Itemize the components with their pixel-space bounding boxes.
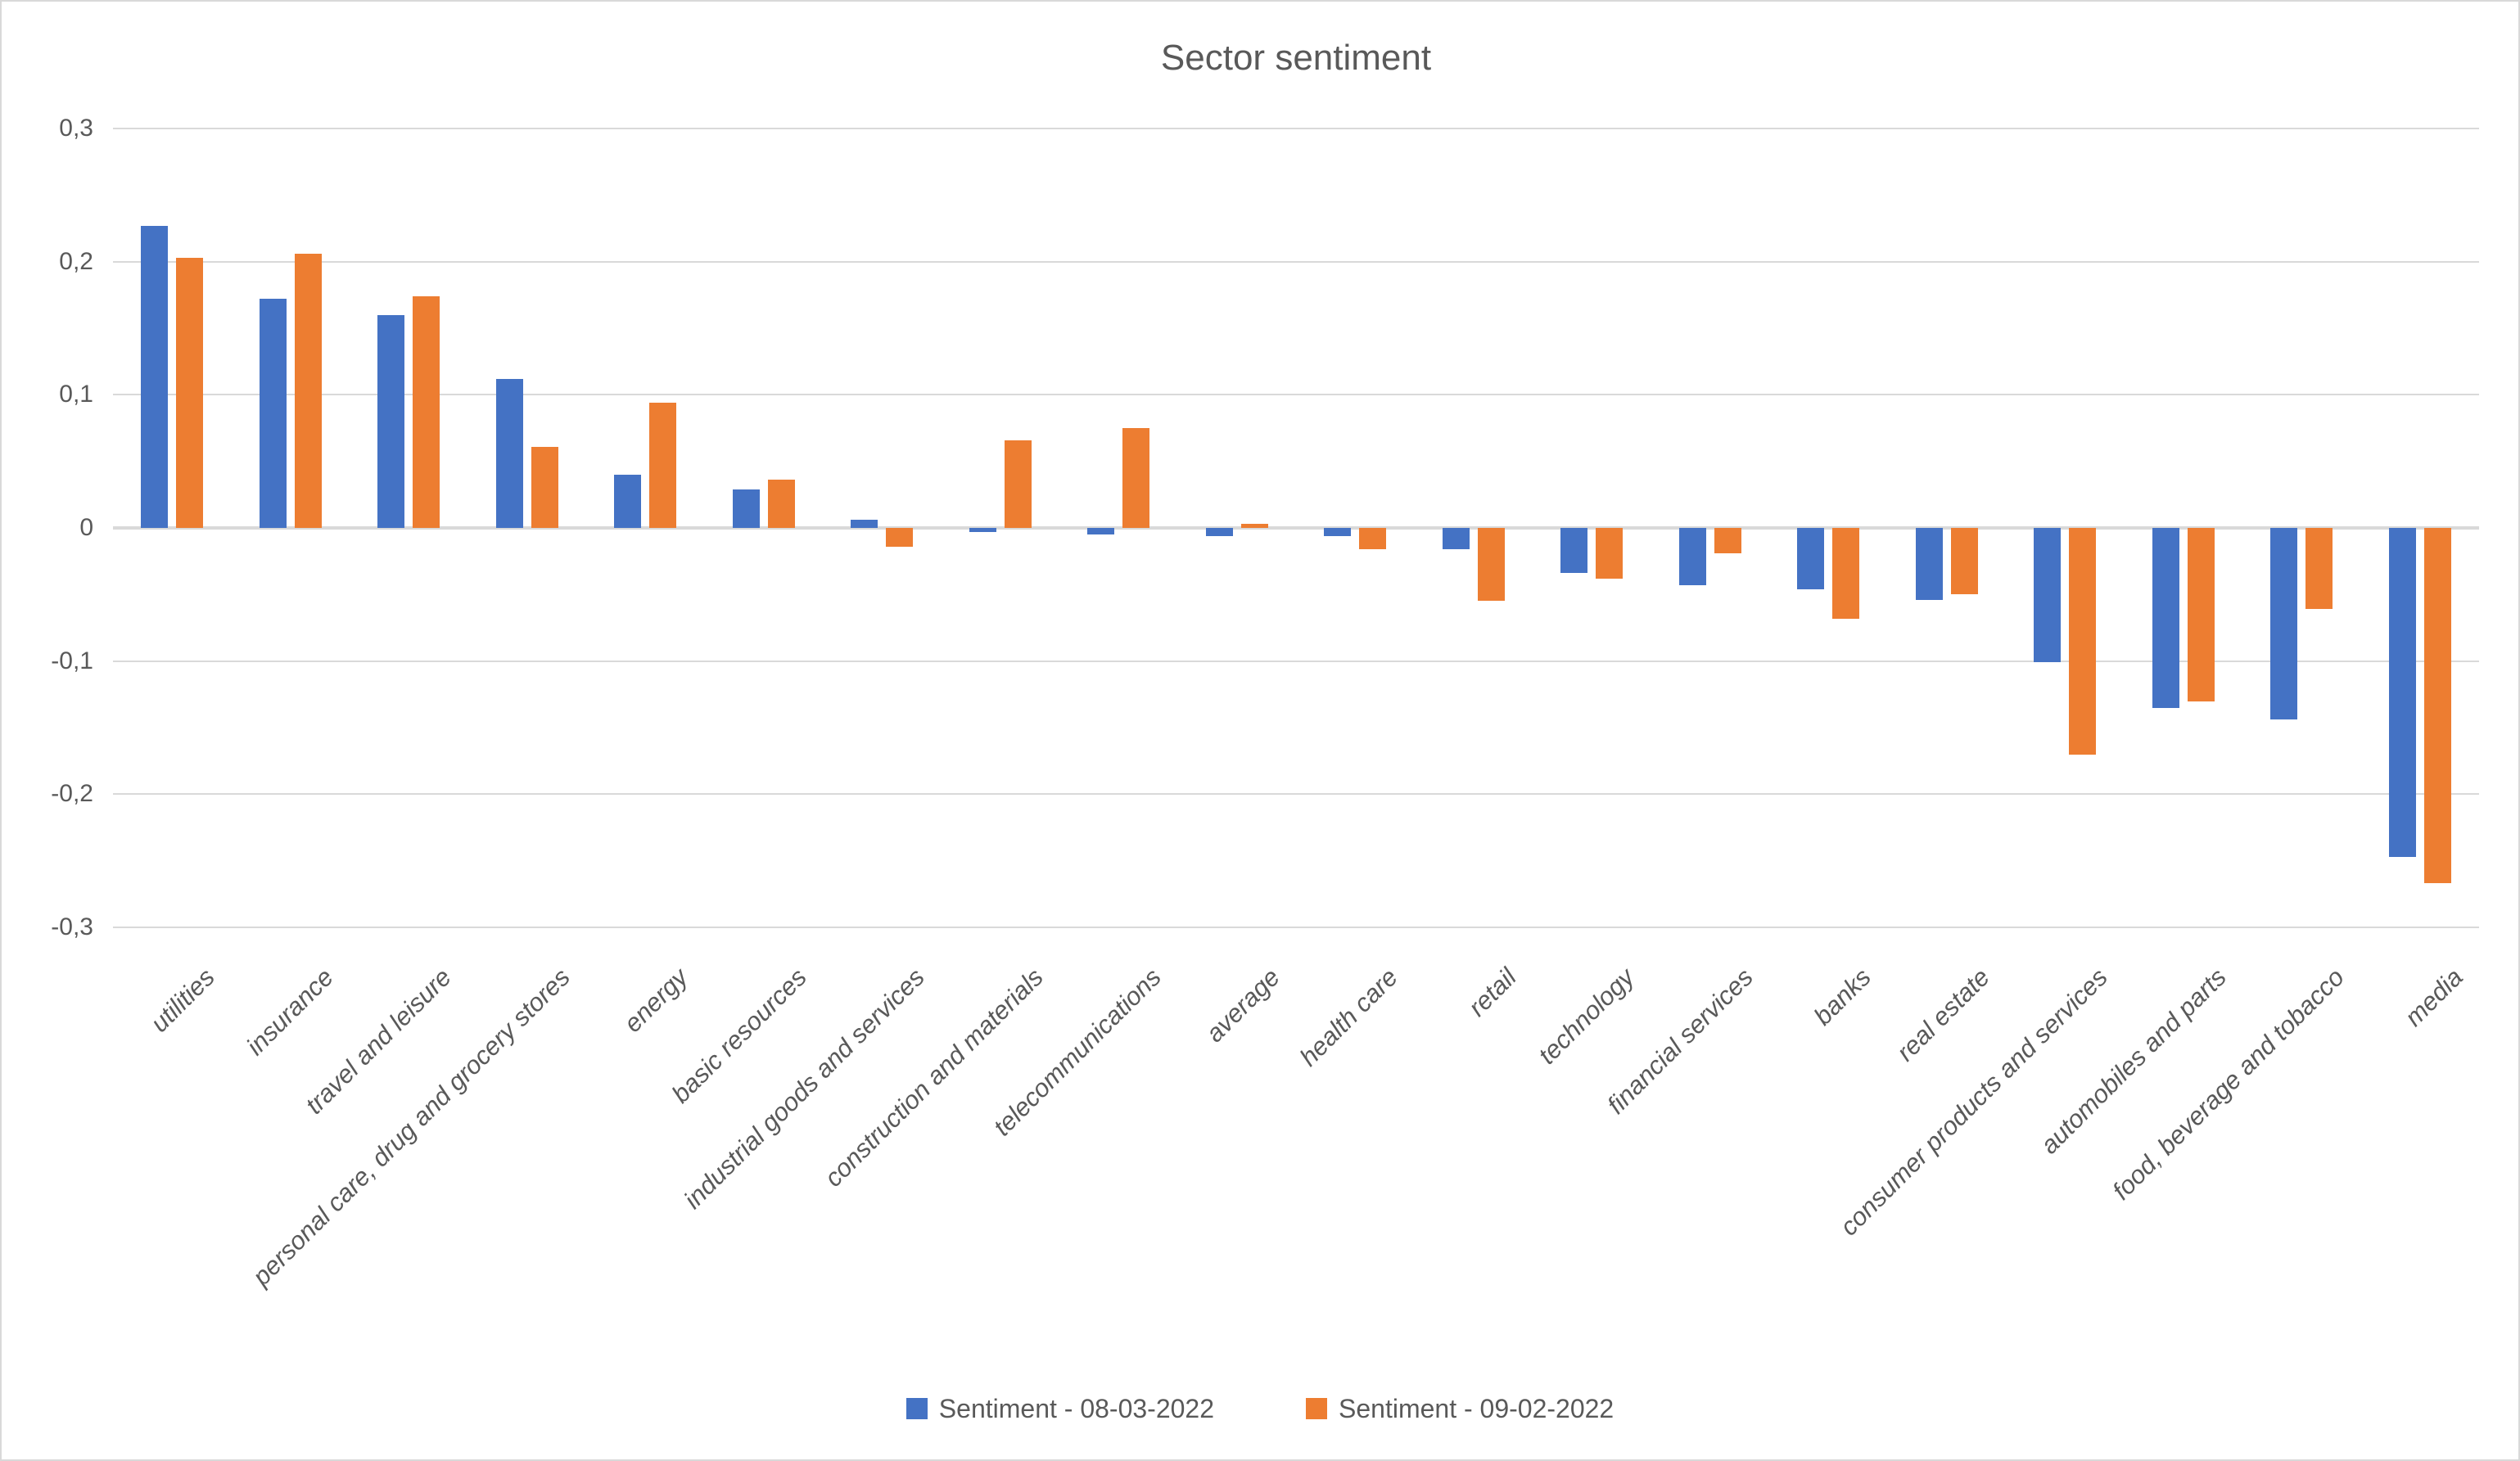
legend-item-1[interactable]: Sentiment - 08-03-2022 bbox=[905, 1393, 1214, 1424]
bar-series2-insurance[interactable] bbox=[294, 253, 322, 528]
gridline bbox=[113, 793, 2479, 796]
y-axis-tick-label: 0,2 bbox=[59, 247, 93, 275]
y-axis-tick-label: 0,1 bbox=[59, 381, 93, 408]
bar-series1-retail[interactable] bbox=[1442, 528, 1470, 550]
bar-series2-energy[interactable] bbox=[649, 403, 677, 528]
bar-series2-food-beverage-and-tobacco[interactable] bbox=[2305, 528, 2333, 610]
gridline bbox=[113, 260, 2479, 263]
bar-series2-media[interactable] bbox=[2423, 528, 2451, 884]
bar-series2-basic-resources[interactable] bbox=[767, 480, 795, 528]
bar-series2-average[interactable] bbox=[1240, 524, 1268, 528]
legend: Sentiment - 08-03-2022 Sentiment - 09-02-… bbox=[2, 1388, 2518, 1429]
bar-series1-telecommunications[interactable] bbox=[1087, 528, 1115, 535]
y-axis-tick-label: -0,1 bbox=[51, 647, 93, 674]
x-axis-zero-line bbox=[113, 526, 2479, 530]
bar-series1-real-estate[interactable] bbox=[1915, 528, 1943, 600]
bar-series2-telecommunications[interactable] bbox=[1122, 427, 1150, 528]
bar-series2-financial-services[interactable] bbox=[1714, 528, 1741, 553]
bar-series2-automobiles-and-parts[interactable] bbox=[2187, 528, 2215, 701]
y-axis-tick-label: -0,2 bbox=[51, 780, 93, 808]
y-axis-tick-label: -0,3 bbox=[51, 913, 93, 941]
legend-swatch-icon bbox=[1306, 1398, 1327, 1419]
gridline bbox=[113, 394, 2479, 396]
bar-series1-media[interactable] bbox=[2388, 528, 2416, 857]
bar-series1-insurance[interactable] bbox=[259, 299, 287, 528]
y-axis-tick-label: 0 bbox=[79, 514, 93, 541]
bar-series2-utilities[interactable] bbox=[176, 257, 204, 528]
bar-series2-banks[interactable] bbox=[1832, 528, 1860, 619]
legend-label: Sentiment - 08-03-2022 bbox=[938, 1393, 1214, 1423]
bar-series1-food-beverage-and-tobacco[interactable] bbox=[2270, 528, 2298, 720]
bar-series1-energy[interactable] bbox=[614, 474, 642, 528]
bar-series1-health-care[interactable] bbox=[1324, 528, 1352, 536]
bar-series2-technology[interactable] bbox=[1596, 528, 1624, 579]
bar-series1-consumer-products-and-services[interactable] bbox=[2034, 528, 2062, 663]
y-axis-tick-label: 0,3 bbox=[59, 114, 93, 142]
bar-series2-construction-and-materials[interactable] bbox=[1004, 440, 1032, 528]
chart-title: Sector sentiment bbox=[1160, 38, 1432, 78]
legend-item-2[interactable]: Sentiment - 09-02-2022 bbox=[1306, 1394, 1614, 1424]
gridline bbox=[113, 127, 2479, 129]
bar-series1-banks[interactable] bbox=[1797, 528, 1825, 589]
bar-series1-industrial-goods-and-services[interactable] bbox=[851, 520, 878, 528]
legend-swatch-icon bbox=[905, 1398, 928, 1419]
bar-series2-consumer-products-and-services[interactable] bbox=[2069, 528, 2097, 755]
bar-series2-health-care[interactable] bbox=[1359, 528, 1387, 550]
bar-series1-basic-resources[interactable] bbox=[732, 489, 760, 528]
bar-series1-financial-services[interactable] bbox=[1678, 528, 1706, 585]
legend-label: Sentiment - 09-02-2022 bbox=[1339, 1393, 1615, 1423]
bar-series2-personal-care-drug-and-grocery-stores[interactable] bbox=[531, 446, 558, 528]
gridline bbox=[113, 927, 2479, 929]
bar-series2-real-estate[interactable] bbox=[1950, 528, 1978, 595]
bar-series1-automobiles-and-parts[interactable] bbox=[2152, 528, 2179, 708]
bar-series1-technology[interactable] bbox=[1560, 528, 1588, 574]
bar-series1-personal-care-drug-and-grocery-stores[interactable] bbox=[495, 378, 523, 528]
bar-series2-industrial-goods-and-services[interactable] bbox=[886, 528, 914, 547]
bar-series1-utilities[interactable] bbox=[141, 225, 169, 528]
bar-series1-average[interactable] bbox=[1205, 528, 1233, 536]
gridline bbox=[113, 660, 2479, 662]
bar-series1-travel-and-leisure[interactable] bbox=[377, 314, 405, 528]
bar-series2-retail[interactable] bbox=[1477, 528, 1505, 602]
bar-series2-travel-and-leisure[interactable] bbox=[413, 295, 440, 528]
bar-series1-construction-and-materials[interactable] bbox=[969, 528, 996, 532]
